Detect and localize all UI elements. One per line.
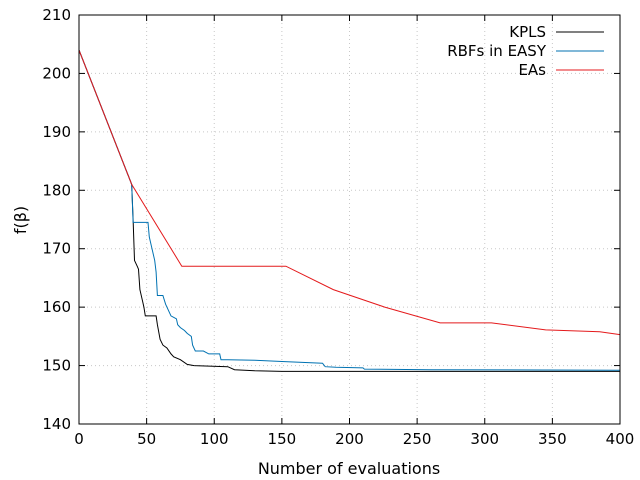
x-axis-label: Number of evaluations [258,459,440,478]
legend-label: RBFs in EASY [447,42,547,60]
legend-label: EAs [518,61,546,79]
x-tick-label: 200 [335,430,364,448]
y-axis-label: f(β) [11,206,30,234]
y-tick-label: 200 [42,64,71,82]
y-tick-label: 180 [42,181,71,199]
y-tick-label: 170 [42,240,71,258]
legend-entry-rbfs-in-easy: RBFs in EASY [447,42,604,60]
x-axis-tick-labels: 0 50 100 150 200 250 300 350 400 [74,430,634,448]
x-tick-label: 150 [268,430,297,448]
y-tick-label: 210 [42,6,71,24]
legend-entry-kpls: KPLS [509,23,604,41]
x-tick-label: 300 [470,430,499,448]
y-tick-label: 190 [42,123,71,141]
y-axis-tick-labels: 140 150 160 170 180 190 200 210 [42,6,71,433]
axis-ticks [78,14,621,425]
series-lines [78,49,621,372]
legend-entry-eas: EAs [518,61,604,79]
series-line-kpls [78,49,620,372]
x-tick-label: 350 [538,430,567,448]
y-tick-label: 160 [42,298,71,316]
y-tick-label: 140 [42,415,71,433]
x-tick-label: 50 [137,430,156,448]
series-line-rbfs-in-easy [78,49,621,371]
x-tick-label: 0 [74,430,84,448]
x-tick-label: 100 [200,430,229,448]
x-tick-label: 400 [606,430,635,448]
legend-label: KPLS [509,23,546,41]
grid [79,15,620,424]
series-line-eas [78,49,621,336]
y-tick-label: 150 [42,357,71,375]
x-tick-label: 250 [403,430,432,448]
